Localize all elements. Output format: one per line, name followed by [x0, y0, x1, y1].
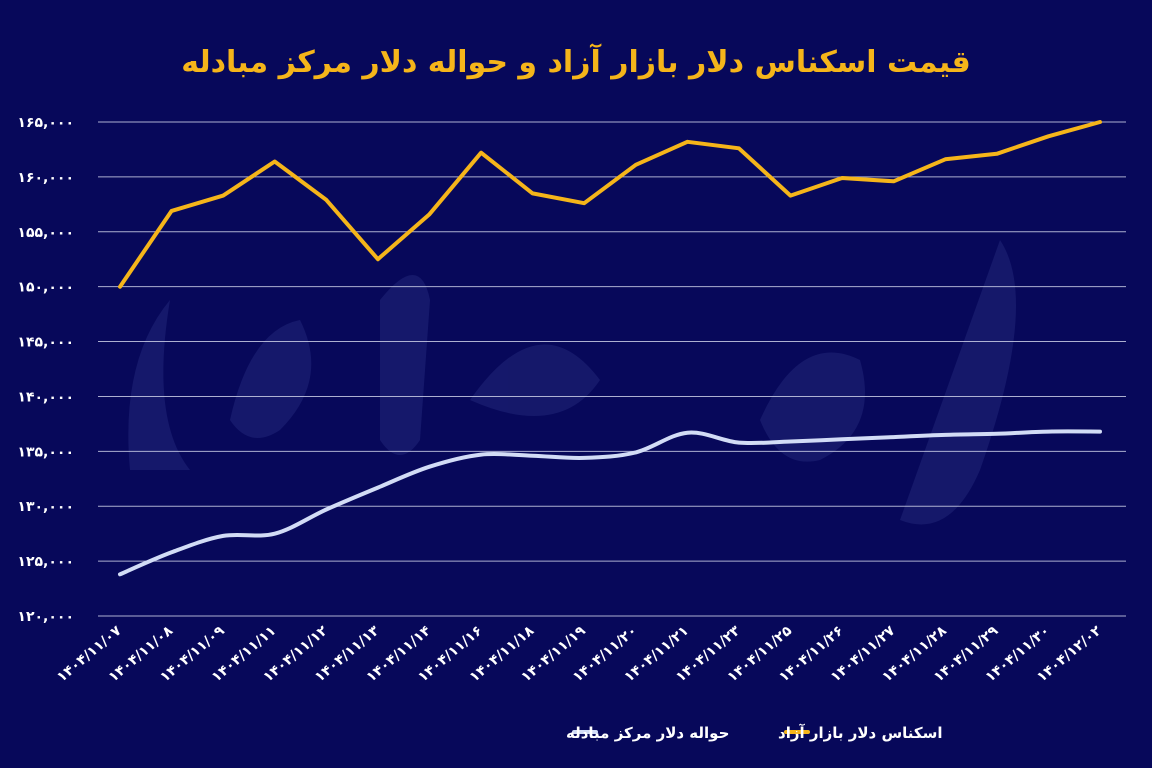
y-tick-label: ۱۴۵,۰۰۰: [17, 335, 74, 351]
y-axis-ticks: ۱۲۰,۰۰۰ ۱۲۵,۰۰۰ ۱۳۰,۰۰۰ ۱۳۵,۰۰۰ ۱۴۰,۰۰۰ ۱۴۵,۰…: [17, 115, 74, 625]
y-tick-label: ۱۶۵,۰۰۰: [17, 115, 74, 131]
y-tick-label: ۱۴۰,۰۰۰: [17, 389, 74, 405]
series-line-exchange-center: [118, 429, 1102, 577]
legend-label: حواله دلار مرکز مبادله: [566, 724, 729, 742]
y-tick-label: ۱۳۵,۰۰۰: [17, 444, 74, 460]
legend-item: حواله دلار مرکز مبادله: [566, 724, 729, 742]
series-lines: [118, 120, 1102, 577]
watermark-shape: [128, 240, 1016, 525]
y-tick-label: ۱۲۵,۰۰۰: [17, 554, 74, 570]
grid-lines: [98, 121, 1126, 617]
legend: اسکناس دلار بازار آزاد حواله دلار مرکز مب…: [566, 724, 943, 742]
legend-label: اسکناس دلار بازار آزاد: [778, 724, 943, 742]
series-line-free-market: [118, 120, 1102, 289]
y-tick-label: ۱۲۰,۰۰۰: [17, 609, 74, 625]
chart-title: قیمت اسکناس دلار بازار آزاد و حواله دلار…: [181, 43, 971, 80]
y-tick-label: ۱۶۰,۰۰۰: [17, 170, 74, 186]
legend-item: اسکناس دلار بازار آزاد: [778, 724, 943, 742]
x-axis-ticks: ۱۴۰۴/۱۱/۰۷۱۴۰۴/۱۱/۰۸۱۴۰۴/۱۱/۰۹۱۴۰۴/۱۱/۱۱…: [54, 623, 1105, 686]
watermark-logo: [128, 240, 1016, 525]
y-tick-label: ۱۳۰,۰۰۰: [17, 499, 74, 515]
y-tick-label: ۱۵۵,۰۰۰: [17, 225, 74, 241]
y-tick-label: ۱۵۰,۰۰۰: [17, 280, 74, 296]
